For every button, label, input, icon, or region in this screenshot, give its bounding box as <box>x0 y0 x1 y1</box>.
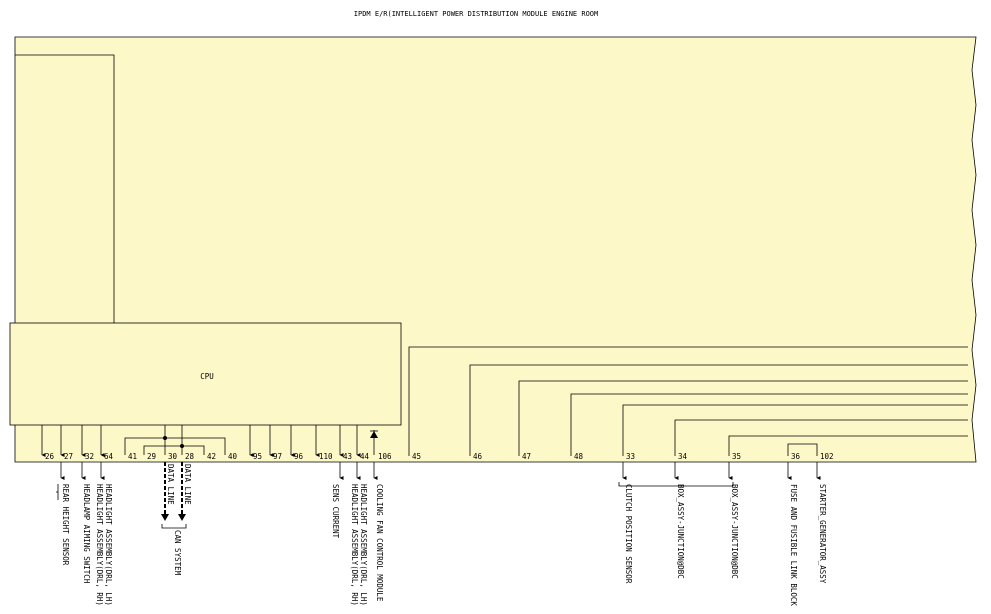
ext-label: HEADLIGHT ASSEMBLY(DRL, RH) <box>95 484 104 606</box>
pin-label: 26 <box>45 452 55 461</box>
pin-label: 34 <box>678 452 688 461</box>
pin-label: 42 <box>207 452 216 461</box>
ext-label: FUSE AND FUSIBLE LINK BLOCK <box>789 484 798 606</box>
cpu-pin-wires <box>41 425 378 457</box>
pin-label: 46 <box>473 452 483 461</box>
pin-label: 96 <box>294 452 304 461</box>
ext-label: BOX_ASSY-JUNCTION@DBC <box>730 484 739 579</box>
diagram-title: IPDM E/R(INTELLIGENT POWER DISTRIBUTION … <box>354 10 598 18</box>
ext-label: REAR HEIGHT SENSOR <box>61 484 70 566</box>
ext-label: STARTER_GENERATOR_ASSY <box>818 484 827 584</box>
ext-label: HEADLAMP AIMING SWITCH <box>82 484 91 584</box>
internal-supply-wire <box>15 54 115 323</box>
ext-label: COOLING FAN CONTROL MODULE <box>375 484 384 602</box>
pin-label: 41 <box>128 452 137 461</box>
right-internal-wires <box>408 346 968 456</box>
pin-label: 44 <box>360 452 370 461</box>
pin-label: 45 <box>412 452 421 461</box>
pin-label: 30 <box>168 452 178 461</box>
pin-label: 36 <box>791 452 801 461</box>
pin-label: 27 <box>64 452 73 461</box>
ext-label: DATA LINE <box>183 464 192 505</box>
pin-label: 48 <box>574 452 584 461</box>
ext-label: DATA LINE <box>166 464 175 505</box>
ext-label: BOX_ASSY-JUNCTION@DBC <box>676 484 685 579</box>
ext-label: CAN SYSTEM <box>173 530 182 576</box>
pin-label: 29 <box>147 452 156 461</box>
pin-label: 97 <box>273 452 282 461</box>
pin-label: 64 <box>104 452 114 461</box>
pin-label: 32 <box>85 452 94 461</box>
ext-label: SENS CURRENT <box>331 484 340 539</box>
pin-label: 28 <box>185 452 195 461</box>
pin-numbers: 26 27 32 64 41 29 30 28 42 40 95 97 96 1… <box>45 452 834 461</box>
ext-label: HEADLIGHT ASSEMBLY(DRL, RH) <box>350 484 359 606</box>
external-labels: REAR HEIGHT SENSOR HEADLAMP AIMING SWITC… <box>61 464 827 606</box>
pin-label: 35 <box>732 452 741 461</box>
pin-label: 102 <box>820 452 834 461</box>
pin-label: 47 <box>522 452 531 461</box>
ext-label: HEADLIGHT ASSEMBLY(DRL, LH) <box>359 484 368 606</box>
ext-label: CLUTCH POSITION SENSOR <box>624 484 633 584</box>
pin-label: 33 <box>626 452 635 461</box>
pin-label: 110 <box>319 452 333 461</box>
cpu-label: CPU <box>200 372 214 381</box>
external-wires <box>56 462 821 529</box>
pin-label: 43 <box>343 452 352 461</box>
pin-label: 95 <box>253 452 262 461</box>
cpu-block <box>9 322 402 426</box>
pin-label: 106 <box>378 452 392 461</box>
pin-label: 40 <box>228 452 238 461</box>
ext-label: HEADLIGHT ASSEMBLY(DRL, LH) <box>104 484 113 606</box>
